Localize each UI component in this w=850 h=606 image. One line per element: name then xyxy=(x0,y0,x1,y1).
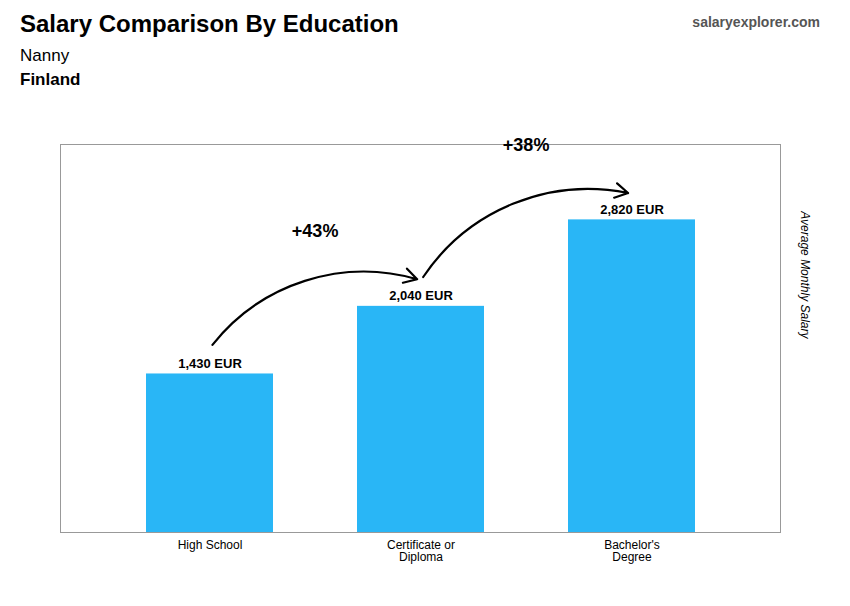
svg-text:2,820 EUR: 2,820 EUR xyxy=(600,202,664,217)
svg-text:High School: High School xyxy=(178,538,243,552)
html-text:salaryexplorer.com: salaryexplorer.com xyxy=(692,14,820,30)
svg-text:+43%: +43% xyxy=(292,221,339,241)
svg-text:1,430 EUR: 1,430 EUR xyxy=(178,356,242,371)
svg-text:2,040 EUR: 2,040 EUR xyxy=(389,288,453,303)
html-text:Nanny: Nanny xyxy=(20,46,70,65)
svg-text:Certificate orDiploma: Certificate orDiploma xyxy=(387,538,455,564)
html-text:Salary Comparison By Education: Salary Comparison By Education xyxy=(20,10,399,37)
svg-text:+38%: +38% xyxy=(503,135,550,155)
svg-text:Bachelor'sDegree: Bachelor'sDegree xyxy=(604,538,660,564)
html-text:Finland: Finland xyxy=(20,70,81,89)
svg-text:Average Monthly Salary: Average Monthly Salary xyxy=(798,210,812,339)
